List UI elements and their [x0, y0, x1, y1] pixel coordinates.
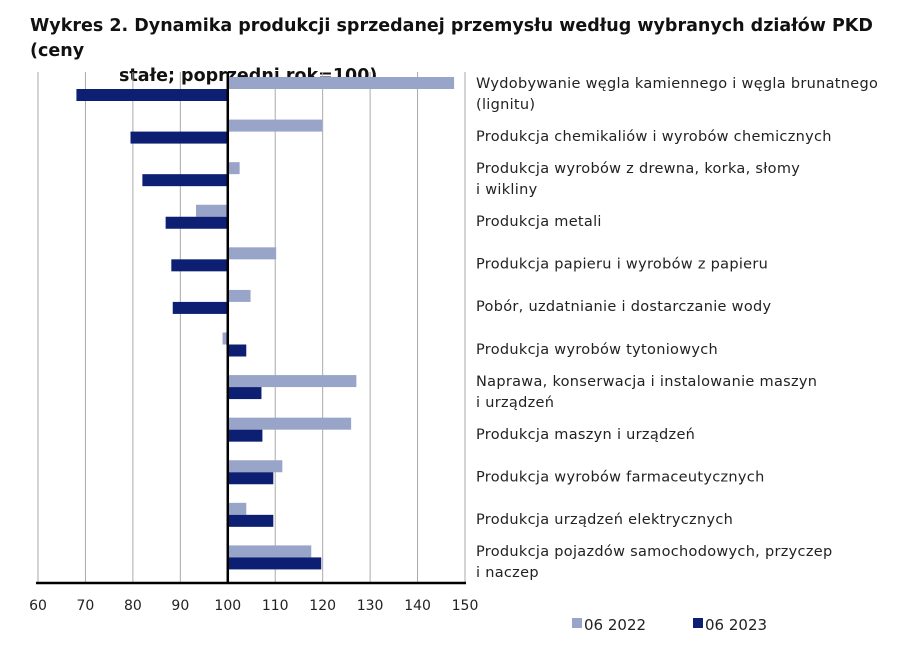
category-label: Wydobywanie węgla kamiennego i węgla bru… [476, 76, 878, 92]
bar-06-2023 [142, 174, 228, 187]
bar-06-2022 [195, 204, 228, 217]
bar-06-2022 [227, 545, 312, 558]
x-tick-label: 150 [452, 598, 479, 614]
bar-06-2023 [172, 301, 228, 314]
bar-06-2022 [222, 332, 228, 345]
x-tick-label: 80 [124, 598, 142, 614]
bar-06-2022 [227, 247, 277, 260]
x-tick-label: 100 [214, 598, 241, 614]
x-tick-label: 70 [77, 598, 95, 614]
bar-06-2022 [227, 162, 240, 175]
bar-06-2022 [227, 417, 352, 430]
category-label: Produkcja metali [476, 214, 602, 230]
x-tick-label: 60 [29, 598, 47, 614]
x-tick-label: 110 [262, 598, 289, 614]
legend-swatch [572, 618, 582, 628]
bar-06-2023 [171, 259, 228, 272]
category-label: Produkcja pojazdów samochodowych, przycz… [476, 544, 832, 560]
bar-06-2023 [227, 387, 262, 400]
bar-06-2022 [227, 289, 251, 302]
category-label: Produkcja wyrobów farmaceutycznych [476, 470, 765, 486]
bar-06-2023 [130, 131, 228, 144]
category-label: Produkcja wyrobów tytoniowych [476, 342, 718, 358]
bar-06-2023 [227, 514, 274, 527]
category-label: Naprawa, konserwacja i instalowanie masz… [476, 374, 817, 390]
x-tick-label: 120 [309, 598, 336, 614]
category-label: i wikliny [476, 182, 538, 198]
category-label: Produkcja papieru i wyrobów z papieru [476, 257, 768, 273]
bar-06-2023 [227, 429, 263, 442]
category-label: Pobór, uzdatnianie i dostarczanie wody [476, 299, 772, 315]
bar-06-2023 [227, 557, 322, 570]
bar-06-2023 [76, 89, 228, 101]
category-label: Produkcja urządzeń elektrycznych [476, 512, 733, 528]
category-label: i naczep [476, 565, 539, 581]
title-line-1: Wykres 2. Dynamika produkcji sprzedanej … [30, 16, 873, 61]
legend-label: 06 2022 [584, 616, 646, 634]
bar-06-2023 [165, 216, 228, 229]
category-label: Produkcja maszyn i urządzeń [476, 427, 695, 443]
bar-06-2023 [227, 472, 274, 485]
x-tick-label: 90 [171, 598, 189, 614]
bar-06-2022 [227, 502, 247, 515]
legend-swatch [693, 618, 703, 628]
x-tick-label: 140 [404, 598, 431, 614]
category-label: i urządzeń [476, 395, 554, 411]
bar-06-2022 [227, 119, 323, 132]
bar-06-2022 [227, 77, 455, 89]
category-label: Produkcja wyrobów z drewna, korka, słomy [476, 161, 800, 177]
category-label: Produkcja chemikaliów i wyrobów chemiczn… [476, 129, 832, 145]
chart-title: Wykres 2. Dynamika produkcji sprzedanej … [30, 14, 890, 89]
bar-06-2023 [227, 344, 247, 357]
bar-06-2022 [227, 460, 283, 473]
category-label: (lignitu) [476, 97, 535, 113]
bar-06-2022 [227, 375, 357, 388]
x-tick-label: 130 [357, 598, 384, 614]
legend-label: 06 2023 [705, 616, 767, 634]
